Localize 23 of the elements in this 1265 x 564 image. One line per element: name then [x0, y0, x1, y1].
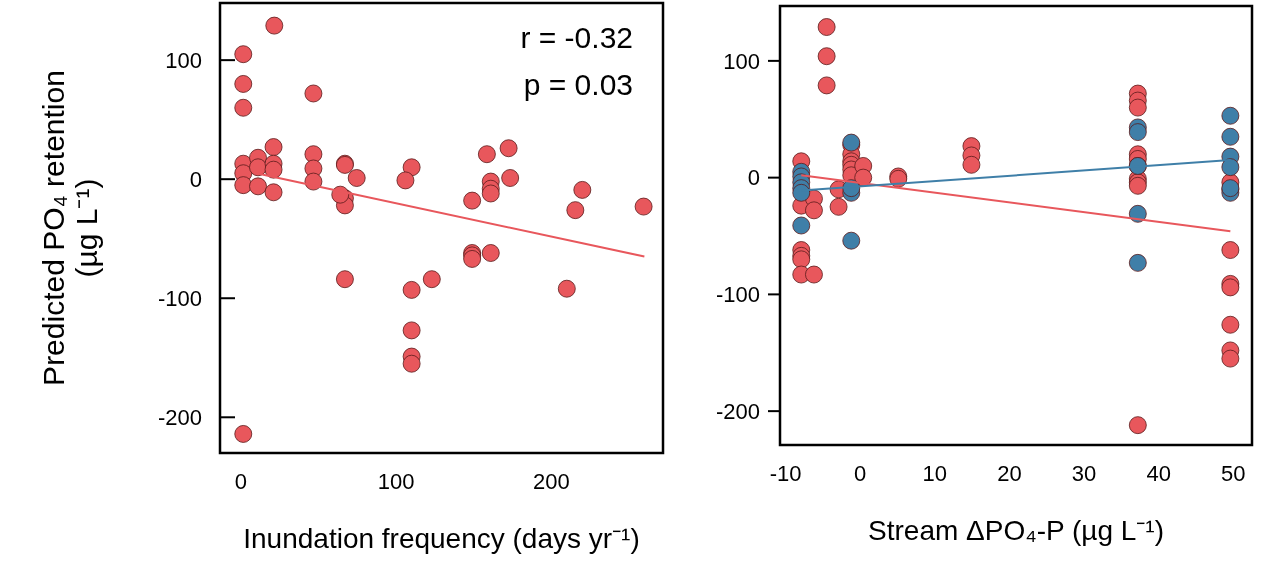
x-axis-title: Stream ΔPO₄-P (µg L⁻¹): [868, 515, 1164, 546]
y-tick-label: 0: [189, 166, 202, 192]
x-tick-label: 50: [1221, 461, 1246, 486]
y-tick-label: 100: [723, 48, 760, 74]
x-tick-label: 30: [1071, 461, 1097, 486]
y-tick-label: 100: [165, 47, 202, 73]
y-tick-label: -100: [715, 282, 760, 308]
x-tick-label: 20: [997, 461, 1022, 486]
annotation: r = -0.32: [520, 21, 633, 54]
y-tick-label: -100: [157, 285, 202, 311]
x-tick-label: 200: [532, 469, 570, 494]
annotation: p = 0.03: [523, 68, 633, 101]
x-tick-label: 100: [377, 469, 415, 494]
x-axis-title: Inundation frequency (days yr⁻¹): [243, 523, 640, 554]
x-tick-label: 40: [1146, 461, 1171, 486]
y-tick-label: -200: [715, 398, 760, 424]
y-tick-label: -200: [157, 404, 202, 430]
y-tick-label: 0: [747, 165, 760, 191]
x-tick-label: 0: [234, 469, 248, 494]
x-tick-label: 10: [922, 461, 948, 486]
x-tick-label: 0: [854, 461, 867, 486]
y-axis-title: Predicted PO₄ retention (µg L⁻¹): [37, 70, 103, 386]
x-tick-label: -10: [769, 461, 802, 486]
